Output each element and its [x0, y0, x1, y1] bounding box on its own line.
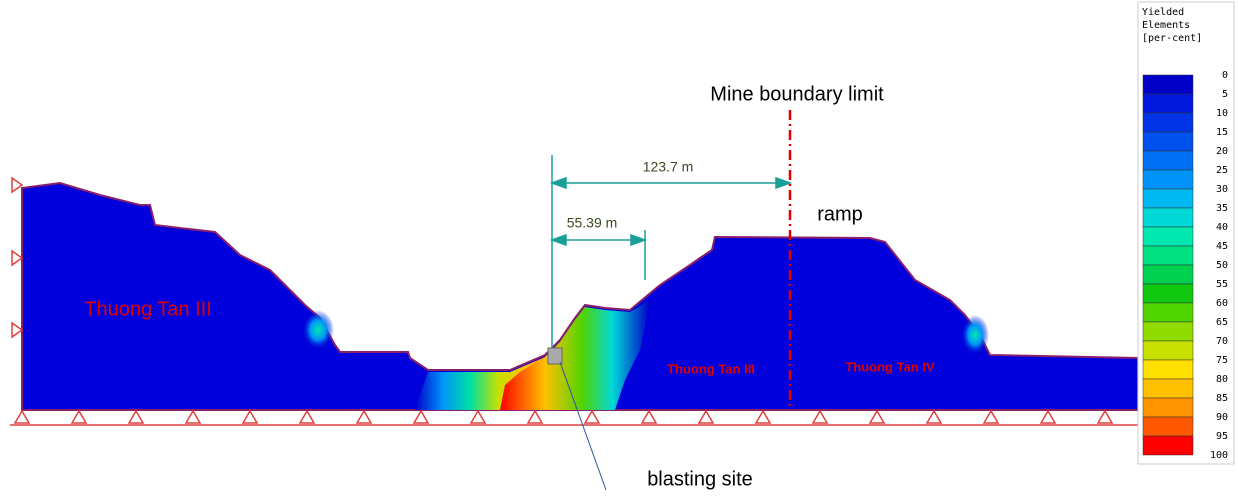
- support: [984, 411, 998, 423]
- legend-title: [per-cent]: [1142, 33, 1202, 44]
- legend-label: 30: [1216, 184, 1228, 195]
- legend-label: 25: [1216, 165, 1228, 176]
- legend-swatch: [1143, 246, 1193, 265]
- legend-title: Yielded: [1142, 7, 1184, 18]
- legend-swatch: [1143, 436, 1193, 455]
- legend-label: 5: [1222, 89, 1228, 100]
- legend-label: 100: [1210, 450, 1228, 461]
- legend-swatch: [1143, 227, 1193, 246]
- legend-label: 80: [1216, 374, 1228, 385]
- legend-label: 0: [1222, 70, 1228, 81]
- legend-label: 15: [1216, 127, 1228, 138]
- dimension-label: 55.39 m: [567, 215, 618, 231]
- legend-swatch: [1143, 113, 1193, 132]
- yield-spot: [961, 315, 989, 355]
- dimension-label: 123.7 m: [643, 159, 694, 175]
- legend-swatch: [1143, 417, 1193, 436]
- legend-label: 65: [1216, 317, 1228, 328]
- blasting-label: blasting site: [647, 468, 753, 490]
- legend-swatch: [1143, 303, 1193, 322]
- legend-label: 35: [1216, 203, 1228, 214]
- legend-swatch: [1143, 284, 1193, 303]
- support: [243, 411, 257, 423]
- legend-label: 60: [1216, 298, 1228, 309]
- yield-spot: [302, 310, 334, 350]
- legend-swatch: [1143, 265, 1193, 284]
- zone-label: Thuong Tan III: [84, 298, 212, 320]
- support: [528, 411, 542, 423]
- support: [357, 411, 371, 423]
- support: [927, 411, 941, 423]
- side-support: [12, 178, 22, 192]
- support: [642, 411, 656, 423]
- legend-swatch: [1143, 94, 1193, 113]
- legend-label: 70: [1216, 336, 1228, 347]
- side-support: [12, 323, 22, 337]
- boundary-label: Mine boundary limit: [710, 83, 884, 105]
- support: [471, 411, 485, 423]
- support: [300, 411, 314, 423]
- legend-swatch: [1143, 170, 1193, 189]
- support: [1098, 411, 1112, 423]
- support: [129, 411, 143, 423]
- support: [756, 411, 770, 423]
- legend-label: 55: [1216, 279, 1228, 290]
- legend-label: 10: [1216, 108, 1228, 119]
- blast-marker: [548, 348, 562, 364]
- legend-swatch: [1143, 322, 1193, 341]
- support: [414, 411, 428, 423]
- legend-title: Elements: [1142, 20, 1190, 31]
- legend-label: 75: [1216, 355, 1228, 366]
- legend-swatch: [1143, 360, 1193, 379]
- legend-label: 90: [1216, 412, 1228, 423]
- zone-label: Thuong Tan IV: [845, 359, 935, 374]
- diagram: Mine boundary limit 123.7 m 55.39 m ramp…: [0, 0, 1238, 492]
- legend-swatch: [1143, 341, 1193, 360]
- legend-label: 45: [1216, 241, 1228, 252]
- legend-swatch: [1143, 379, 1193, 398]
- legend-swatch: [1143, 398, 1193, 417]
- support: [870, 411, 884, 423]
- legend-swatch: [1143, 75, 1193, 94]
- side-support: [12, 251, 22, 265]
- legend-label: 20: [1216, 146, 1228, 157]
- support: [15, 411, 29, 423]
- legend-swatch: [1143, 151, 1193, 170]
- legend-label: 85: [1216, 393, 1228, 404]
- support: [186, 411, 200, 423]
- support: [699, 411, 713, 423]
- support: [72, 411, 86, 423]
- legend-label: 50: [1216, 260, 1228, 271]
- legend-swatch: [1143, 132, 1193, 151]
- support: [813, 411, 827, 423]
- legend-swatch: [1143, 189, 1193, 208]
- support: [585, 411, 599, 423]
- legend-label: 95: [1216, 431, 1228, 442]
- legend-label: 40: [1216, 222, 1228, 233]
- ramp-label: ramp: [817, 203, 863, 225]
- legend-swatch: [1143, 208, 1193, 227]
- zone-label: Thuong Tan III: [667, 361, 755, 376]
- support: [1041, 411, 1055, 423]
